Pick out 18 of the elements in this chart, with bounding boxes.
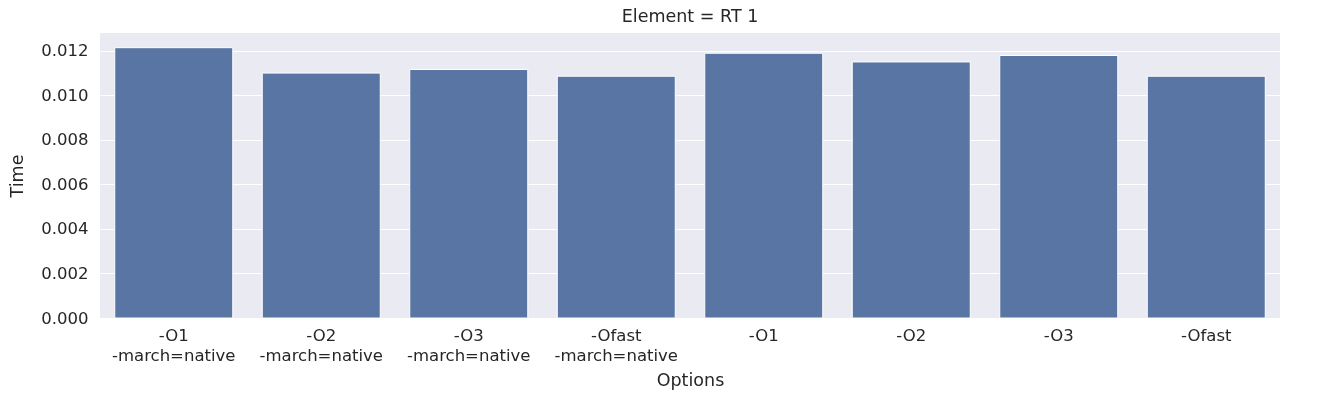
chart-title: Element = RT 1 [621,5,759,26]
x-axis-title: Options [656,370,725,390]
x-tick-label: -Ofast [1181,325,1232,345]
x-tick-label: -O2 [896,325,927,345]
y-tick-label: 0.002 [41,263,89,283]
x-tick-label: -O1 -march=native [112,325,236,365]
y-tick-label: 0.004 [41,219,89,239]
y-tick-label: 0.010 [41,85,89,105]
x-tick-label: -Ofast -march=native [554,325,678,365]
y-axis-title: Time [7,154,28,199]
x-tick-label: -O3 -march=native [407,325,531,365]
y-tick-label: 0.012 [41,41,89,61]
y-tick-label: 0.006 [41,174,89,194]
x-tick-label: -O1 [748,325,779,345]
y-tick-label: 0.008 [41,130,89,150]
y-tick-label: 0.000 [41,308,89,328]
x-tick-label: -O3 [1043,325,1074,345]
x-tick-label: -O2 -march=native [259,325,383,365]
